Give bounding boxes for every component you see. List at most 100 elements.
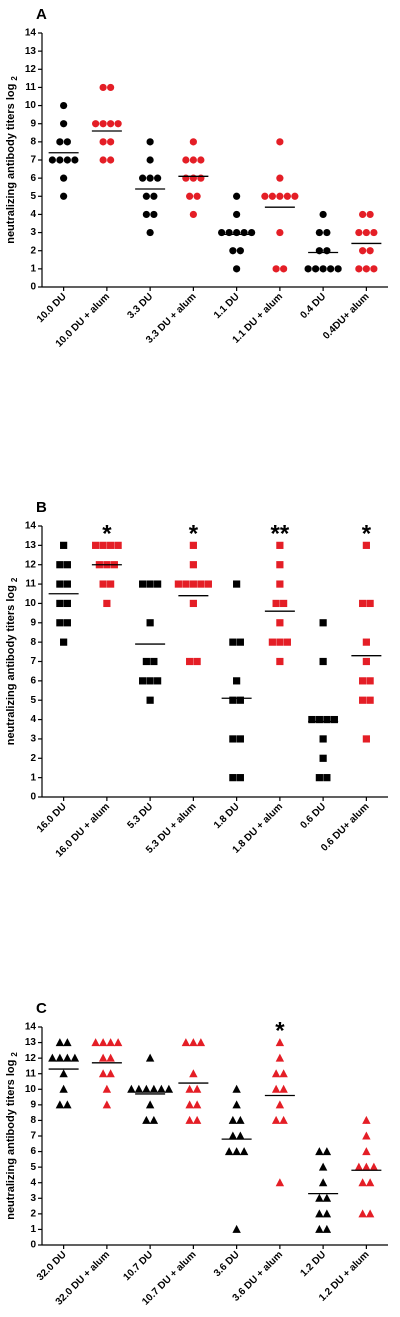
data-point	[186, 657, 194, 666]
data-point	[271, 1084, 281, 1093]
panel-label: B	[36, 499, 47, 516]
data-point	[196, 1038, 206, 1047]
data-point	[359, 210, 367, 219]
data-point	[56, 580, 64, 588]
data-point	[271, 1069, 281, 1078]
data-point	[55, 1053, 65, 1062]
data-point	[185, 1100, 194, 1109]
data-point	[145, 1053, 155, 1062]
data-point	[92, 541, 100, 549]
data-point	[60, 101, 68, 110]
data-point	[228, 1115, 238, 1124]
y-tick-label: 10	[25, 598, 37, 609]
data-point	[359, 677, 367, 685]
data-point	[56, 156, 64, 164]
data-point	[233, 677, 241, 685]
data-point	[362, 657, 370, 666]
data-point	[60, 192, 68, 200]
data-point	[139, 174, 147, 182]
data-point	[276, 541, 284, 549]
data-point	[204, 580, 212, 588]
data-point	[322, 1147, 332, 1156]
data-point	[236, 696, 244, 704]
panel-label: A	[36, 6, 47, 23]
data-point	[275, 1053, 285, 1062]
data-point	[369, 1162, 379, 1171]
data-point	[283, 638, 291, 646]
y-tick-label: 6	[30, 1146, 36, 1157]
data-point	[229, 735, 237, 743]
data-point	[193, 657, 201, 666]
significance-marker: *	[189, 520, 199, 547]
data-point	[276, 174, 284, 182]
data-point	[142, 1084, 151, 1093]
data-point	[271, 1115, 281, 1124]
y-tick-label: 14	[25, 521, 37, 532]
data-point	[232, 1147, 241, 1156]
data-point	[189, 156, 197, 164]
data-point	[107, 138, 115, 146]
data-point	[366, 247, 374, 255]
panel-label: C	[36, 1000, 47, 1017]
data-point	[370, 228, 378, 237]
data-point	[366, 696, 374, 704]
data-point	[362, 1147, 371, 1156]
x-tick-label: 1.8 DU	[212, 801, 242, 831]
data-point	[280, 599, 288, 608]
y-tick-label: 13	[25, 1037, 37, 1048]
data-point	[63, 1053, 72, 1062]
significance-marker: **	[271, 520, 290, 547]
significance-marker: *	[362, 520, 372, 547]
y-axis-label: neutralizing antibody titers log 2	[5, 76, 19, 244]
data-point	[229, 696, 237, 704]
data-point	[279, 1084, 288, 1093]
y-tick-label: 5	[30, 695, 36, 706]
x-tick-label: 10.0 DU	[35, 291, 69, 325]
data-point	[233, 192, 241, 200]
data-point	[107, 83, 115, 92]
data-point	[362, 1115, 371, 1124]
data-point	[63, 619, 71, 627]
data-point	[102, 1084, 112, 1093]
data-point	[236, 1115, 245, 1124]
data-point	[60, 174, 68, 182]
data-point	[197, 174, 205, 182]
y-axis-label-subscript: 2	[10, 577, 19, 582]
data-point	[248, 228, 256, 237]
data-point	[150, 210, 158, 219]
data-point	[334, 265, 342, 273]
data-point	[189, 1038, 198, 1047]
data-point	[322, 1193, 332, 1202]
data-point	[276, 580, 284, 588]
data-point	[362, 1131, 371, 1140]
data-point	[362, 265, 370, 273]
data-point	[268, 192, 276, 200]
data-point	[276, 192, 284, 200]
y-tick-label: 10	[25, 1084, 37, 1095]
data-point	[107, 580, 115, 588]
data-point	[146, 174, 154, 182]
data-point	[146, 228, 154, 237]
data-point	[92, 120, 100, 128]
data-point	[142, 192, 150, 200]
data-point	[63, 1038, 72, 1047]
data-point	[322, 1209, 332, 1218]
data-point	[322, 1224, 332, 1233]
data-point	[48, 156, 56, 164]
data-point	[315, 228, 323, 237]
data-point	[276, 619, 284, 627]
data-point	[276, 657, 284, 666]
data-point	[164, 1084, 174, 1093]
y-axis-label: neutralizing antibody titers log 2	[5, 1052, 19, 1220]
y-tick-label: 3	[30, 1193, 36, 1204]
x-tick-label: 1.1 DU	[212, 291, 242, 321]
y-tick-label: 5	[30, 1162, 36, 1173]
data-point	[275, 1178, 285, 1187]
data-point	[127, 1084, 136, 1093]
y-axis-label-text: neutralizing antibody titers log	[5, 84, 17, 244]
data-point	[106, 1069, 115, 1078]
data-point	[142, 657, 150, 666]
data-point	[189, 580, 197, 588]
data-point	[319, 754, 327, 762]
data-point	[71, 156, 79, 164]
